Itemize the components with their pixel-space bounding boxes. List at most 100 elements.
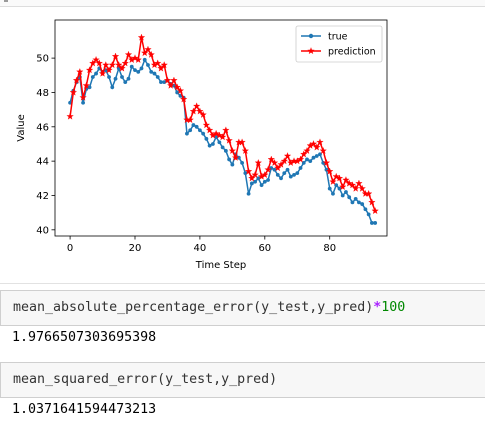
point-prediction [218, 133, 227, 141]
point-prediction [303, 147, 311, 154]
previous-cell-edge [0, 0, 485, 7]
point-true [214, 135, 219, 140]
point-prediction [141, 49, 149, 57]
point-true [331, 191, 335, 196]
point-prediction [79, 93, 87, 101]
point-true [295, 171, 300, 176]
y-tick-label: 44 [36, 157, 49, 168]
point-prediction [248, 174, 256, 182]
point-true [259, 183, 264, 188]
point-true [207, 143, 212, 148]
code-input-mape[interactable]: mean_absolute_percentage_error(y_test,y_… [13, 300, 405, 315]
point-prediction [170, 76, 178, 84]
point-prediction [251, 171, 259, 178]
point-prediction [358, 184, 366, 192]
y-tick-label: 40 [36, 225, 49, 236]
point-true [142, 57, 147, 62]
point-true [311, 155, 316, 160]
point-prediction [368, 198, 376, 206]
legend-marker-prediction [307, 47, 315, 55]
legend-label-true: true [328, 32, 348, 43]
point-true [159, 80, 163, 85]
point-prediction [76, 68, 84, 75]
point-true [243, 171, 248, 176]
point-prediction [111, 52, 120, 60]
point-prediction [329, 177, 337, 185]
point-prediction [228, 147, 237, 154]
point-true [298, 166, 303, 170]
point-true [136, 69, 141, 74]
code-cell-mse[interactable]: mean_squared_error(y_test,y_pred) [0, 362, 485, 398]
point-true [87, 85, 92, 90]
point-prediction [137, 33, 146, 41]
point-prediction [225, 136, 233, 144]
point-true [314, 154, 319, 158]
point-prediction [264, 165, 272, 173]
point-true [246, 191, 251, 196]
point-prediction [277, 160, 285, 168]
point-prediction [134, 55, 142, 63]
point-true [217, 140, 222, 145]
point-prediction [193, 102, 201, 110]
point-prediction [296, 155, 305, 163]
point-true [337, 186, 342, 191]
point-prediction [335, 174, 344, 182]
point-prediction [189, 107, 198, 115]
point-prediction [173, 83, 181, 91]
point-prediction [309, 140, 318, 148]
point-true [334, 183, 339, 188]
point-prediction [131, 54, 139, 62]
point-prediction [176, 86, 185, 94]
point-true [123, 80, 128, 85]
point-true [126, 76, 131, 81]
point-true [262, 179, 267, 184]
point-true [301, 160, 306, 165]
point-prediction [332, 172, 340, 180]
x-tick-label: 60 [258, 243, 271, 254]
point-prediction [118, 64, 126, 72]
point-prediction [147, 50, 155, 58]
point-prediction [202, 121, 211, 129]
point-prediction [108, 61, 116, 69]
point-prediction [121, 59, 129, 67]
point-prediction [66, 112, 74, 120]
point-true [81, 100, 85, 105]
point-prediction [231, 153, 240, 161]
point-true [175, 90, 180, 95]
point-true [288, 174, 293, 179]
point-prediction [115, 61, 123, 69]
code-cell-mape[interactable]: mean_absolute_percentage_error(y_test,y_… [0, 290, 485, 326]
point-true [340, 193, 345, 198]
point-true [366, 212, 371, 217]
point-true [107, 75, 111, 79]
point-prediction [283, 152, 292, 160]
code-input-mse[interactable]: mean_squared_error(y_test,y_pred) [13, 372, 277, 387]
output-mse: 1.0371641594473213 [12, 402, 157, 417]
point-prediction [261, 171, 269, 178]
point-true [113, 76, 118, 81]
point-true [360, 202, 365, 206]
scroll-mark [4, 0, 8, 2]
point-true [94, 71, 98, 76]
point-true [210, 142, 215, 146]
point-true [120, 75, 124, 79]
point-prediction [319, 147, 327, 154]
point-true [223, 148, 228, 153]
point-prediction [267, 155, 275, 163]
point-prediction [85, 66, 94, 74]
code-function-name: mean_absolute_percentage_error [13, 300, 254, 315]
point-true [256, 176, 261, 181]
point-true [240, 160, 244, 165]
point-prediction [205, 126, 214, 134]
point-prediction [102, 61, 110, 69]
point-true [146, 63, 150, 67]
code-function-name: mean_squared_error [13, 372, 158, 387]
point-true [110, 85, 115, 90]
point-prediction [238, 138, 246, 146]
point-prediction [157, 64, 165, 72]
point-prediction [254, 159, 262, 166]
point-prediction [199, 110, 207, 118]
y-tick-label: 50 [36, 54, 49, 65]
point-prediction [215, 131, 224, 139]
point-prediction [69, 88, 77, 96]
